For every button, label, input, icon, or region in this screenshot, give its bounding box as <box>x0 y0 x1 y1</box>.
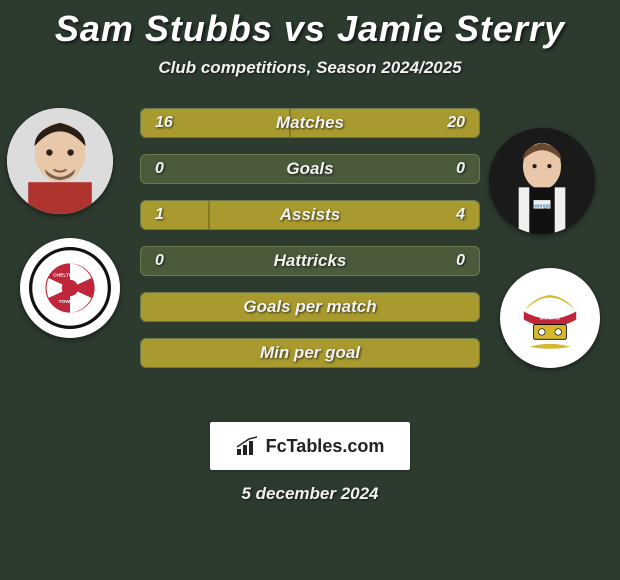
player-left-avatar <box>7 108 113 214</box>
player-right-face-icon: wonga <box>489 128 595 234</box>
stat-label: Goals per match <box>141 293 479 321</box>
stat-label: Goals <box>141 155 479 183</box>
fctables-logo-icon <box>236 436 260 456</box>
svg-text:D.R.F.C: D.R.F.C <box>540 316 560 322</box>
stat-label: Hattricks <box>141 247 479 275</box>
stat-row: 00Hattricks <box>140 246 480 276</box>
stat-row: Goals per match <box>140 292 480 322</box>
subtitle: Club competitions, Season 2024/2025 <box>0 58 620 78</box>
stat-row: Min per goal <box>140 338 480 368</box>
stat-label: Assists <box>141 201 479 229</box>
watermark-text: FcTables.com <box>266 436 385 457</box>
stat-row: 14Assists <box>140 200 480 230</box>
comparison-content: wonga CHELTENHAM TOWN FC D.R.F.C 1620Mat… <box>0 108 620 408</box>
stat-label: Min per goal <box>141 339 479 367</box>
date-text: 5 december 2024 <box>0 484 620 504</box>
stats-bars: 1620Matches 00Goals 14Assists 00Hattricks Go… <box>140 108 480 384</box>
svg-text:CHELTENHAM: CHELTENHAM <box>53 273 87 279</box>
stat-row: 1620Matches <box>140 108 480 138</box>
player-right-avatar: wonga <box>489 128 595 234</box>
watermark: FcTables.com <box>210 422 410 470</box>
cheltenham-badge-icon: CHELTENHAM TOWN FC <box>29 247 111 329</box>
doncaster-badge-icon: D.R.F.C <box>509 277 591 359</box>
stat-label: Matches <box>141 109 479 137</box>
stat-row: 00Goals <box>140 154 480 184</box>
player-left-face-icon <box>7 108 113 214</box>
svg-text:TOWN FC: TOWN FC <box>59 299 82 305</box>
player-left-club-badge: CHELTENHAM TOWN FC <box>20 238 120 338</box>
player-right-club-badge: D.R.F.C <box>500 268 600 368</box>
page-title: Sam Stubbs vs Jamie Sterry <box>0 0 620 50</box>
svg-text:wonga: wonga <box>534 204 550 210</box>
